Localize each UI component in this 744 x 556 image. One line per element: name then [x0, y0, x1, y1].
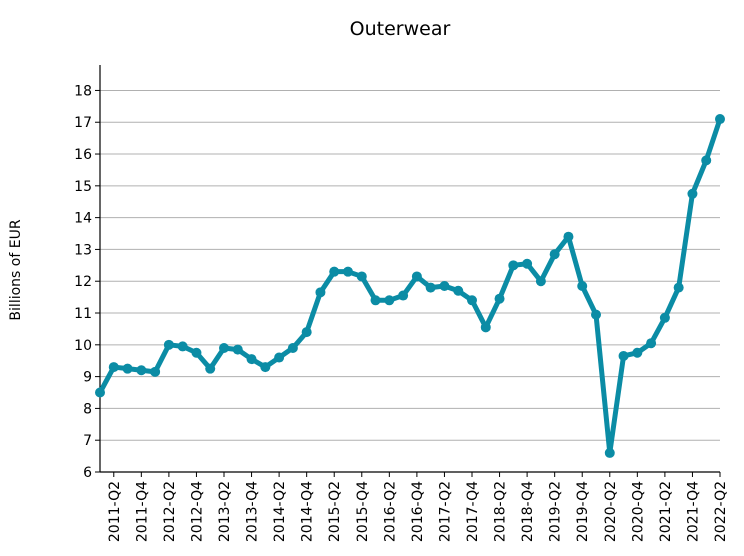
- y-tick-label: 11: [74, 306, 92, 322]
- data-point: [411, 271, 422, 282]
- y-tick-label: 12: [74, 274, 92, 290]
- x-tick-label: 2019-Q2: [548, 481, 564, 542]
- x-tick-label: 2018-Q2: [493, 481, 509, 542]
- y-tick-label: 8: [83, 401, 92, 417]
- data-point: [535, 276, 546, 287]
- data-point: [122, 363, 133, 374]
- data-point: [508, 260, 519, 271]
- y-tick-label: 10: [74, 338, 92, 354]
- data-point: [95, 387, 105, 398]
- chart-title: Outerwear: [350, 18, 451, 40]
- x-axis-ticks: 2011-Q2 2011-Q4 2012-Q2 2012-Q4 2013-Q2 2013-…: [107, 472, 729, 542]
- data-point: [205, 363, 216, 374]
- data-point: [370, 295, 381, 306]
- data-point: [467, 295, 477, 306]
- data-point: [439, 280, 450, 291]
- data-point: [577, 280, 588, 291]
- axes: [99, 65, 720, 473]
- y-tick-label: 13: [74, 242, 92, 258]
- x-tick-label: 2019-Q4: [575, 481, 591, 542]
- data-point: [646, 338, 657, 349]
- data-point: [701, 155, 712, 166]
- data-point: [549, 249, 560, 260]
- series-line: [97, 116, 723, 456]
- data-point: [150, 366, 161, 377]
- y-tick-label: 9: [83, 370, 92, 386]
- data-point: [301, 327, 312, 338]
- data-point: [246, 354, 257, 365]
- x-tick-label: 2014-Q2: [272, 481, 288, 542]
- x-tick-label: 2016-Q4: [410, 481, 426, 542]
- data-point: [604, 447, 615, 458]
- data-point: [398, 290, 409, 301]
- data-point: [618, 350, 629, 361]
- data-point: [715, 114, 725, 125]
- data-point: [274, 352, 285, 363]
- data-point: [343, 266, 353, 277]
- y-tick-label: 15: [74, 179, 92, 195]
- data-point: [163, 339, 174, 350]
- x-tick-label: 2013-Q4: [245, 481, 261, 542]
- y-tick-label: 17: [74, 115, 92, 131]
- data-point: [232, 344, 243, 355]
- y-axis-ticks: 6 7 8 9 10 11 12 13 14 15 16 17 18: [74, 83, 100, 481]
- x-tick-label: 2021-Q4: [685, 481, 701, 542]
- x-tick-label: 2011-Q4: [134, 481, 150, 542]
- data-point: [522, 258, 533, 269]
- data-point: [687, 188, 698, 199]
- x-tick-label: 2012-Q2: [162, 481, 178, 542]
- x-tick-label: 2016-Q2: [382, 481, 398, 542]
- y-tick-label: 7: [83, 433, 92, 449]
- y-tick-label: 6: [83, 465, 92, 481]
- data-point: [384, 295, 395, 306]
- data-point: [287, 342, 298, 353]
- x-tick-label: 2012-Q4: [189, 481, 205, 542]
- x-tick-label: 2020-Q4: [630, 481, 646, 542]
- x-tick-label: 2013-Q2: [217, 481, 233, 542]
- x-tick-label: 2020-Q2: [603, 481, 619, 542]
- data-point: [260, 362, 271, 373]
- data-point: [632, 347, 643, 358]
- y-tick-label: 16: [74, 147, 92, 163]
- data-point: [453, 285, 464, 296]
- data-point: [591, 309, 601, 320]
- gridlines: [100, 89, 720, 441]
- x-tick-label: 2017-Q4: [465, 481, 481, 542]
- data-point: [425, 282, 436, 293]
- y-tick-label: 14: [74, 211, 92, 227]
- data-point: [177, 341, 188, 352]
- data-point: [136, 365, 147, 376]
- x-tick-label: 2011-Q2: [107, 481, 123, 542]
- data-point: [315, 287, 326, 298]
- data-point: [659, 312, 670, 323]
- x-tick-label: 2018-Q4: [520, 481, 536, 542]
- x-tick-label: 2014-Q4: [300, 481, 316, 542]
- x-tick-label: 2022-Q2: [713, 481, 729, 542]
- x-tick-label: 2017-Q2: [437, 481, 453, 542]
- series-layer: [95, 114, 725, 458]
- data-point: [329, 266, 340, 277]
- x-tick-label: 2021-Q2: [658, 481, 674, 542]
- data-point: [356, 271, 367, 282]
- x-tick-label: 2015-Q4: [355, 481, 371, 542]
- data-point: [219, 342, 229, 353]
- x-tick-label: 2015-Q2: [327, 481, 343, 542]
- data-point: [563, 231, 574, 242]
- data-point: [108, 362, 119, 373]
- y-axis-label: Billions of EUR: [8, 219, 24, 320]
- data-point: [494, 293, 505, 304]
- data-point: [480, 322, 491, 333]
- data-point: [673, 282, 684, 293]
- data-point: [191, 347, 202, 358]
- y-tick-label: 18: [74, 83, 92, 99]
